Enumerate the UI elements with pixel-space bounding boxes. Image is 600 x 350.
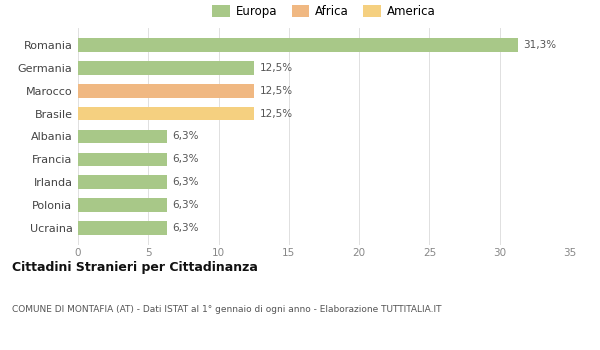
- Bar: [78, 130, 167, 144]
- Bar: [78, 153, 167, 166]
- Bar: [78, 221, 167, 235]
- Bar: [78, 175, 167, 189]
- Bar: [78, 61, 254, 75]
- Text: 6,3%: 6,3%: [172, 177, 199, 187]
- Text: 31,3%: 31,3%: [524, 40, 557, 50]
- Text: 12,5%: 12,5%: [259, 86, 292, 96]
- Bar: [78, 38, 518, 52]
- Text: 6,3%: 6,3%: [172, 223, 199, 233]
- Text: 6,3%: 6,3%: [172, 132, 199, 141]
- Text: Cittadini Stranieri per Cittadinanza: Cittadini Stranieri per Cittadinanza: [12, 261, 258, 274]
- Text: 12,5%: 12,5%: [259, 63, 292, 73]
- Bar: [78, 84, 254, 98]
- Legend: Europa, Africa, America: Europa, Africa, America: [212, 5, 436, 18]
- Bar: [78, 107, 254, 120]
- Text: 6,3%: 6,3%: [172, 200, 199, 210]
- Text: 6,3%: 6,3%: [172, 154, 199, 164]
- Bar: [78, 198, 167, 212]
- Text: 12,5%: 12,5%: [259, 108, 292, 119]
- Text: COMUNE DI MONTAFIA (AT) - Dati ISTAT al 1° gennaio di ogni anno - Elaborazione T: COMUNE DI MONTAFIA (AT) - Dati ISTAT al …: [12, 304, 442, 314]
